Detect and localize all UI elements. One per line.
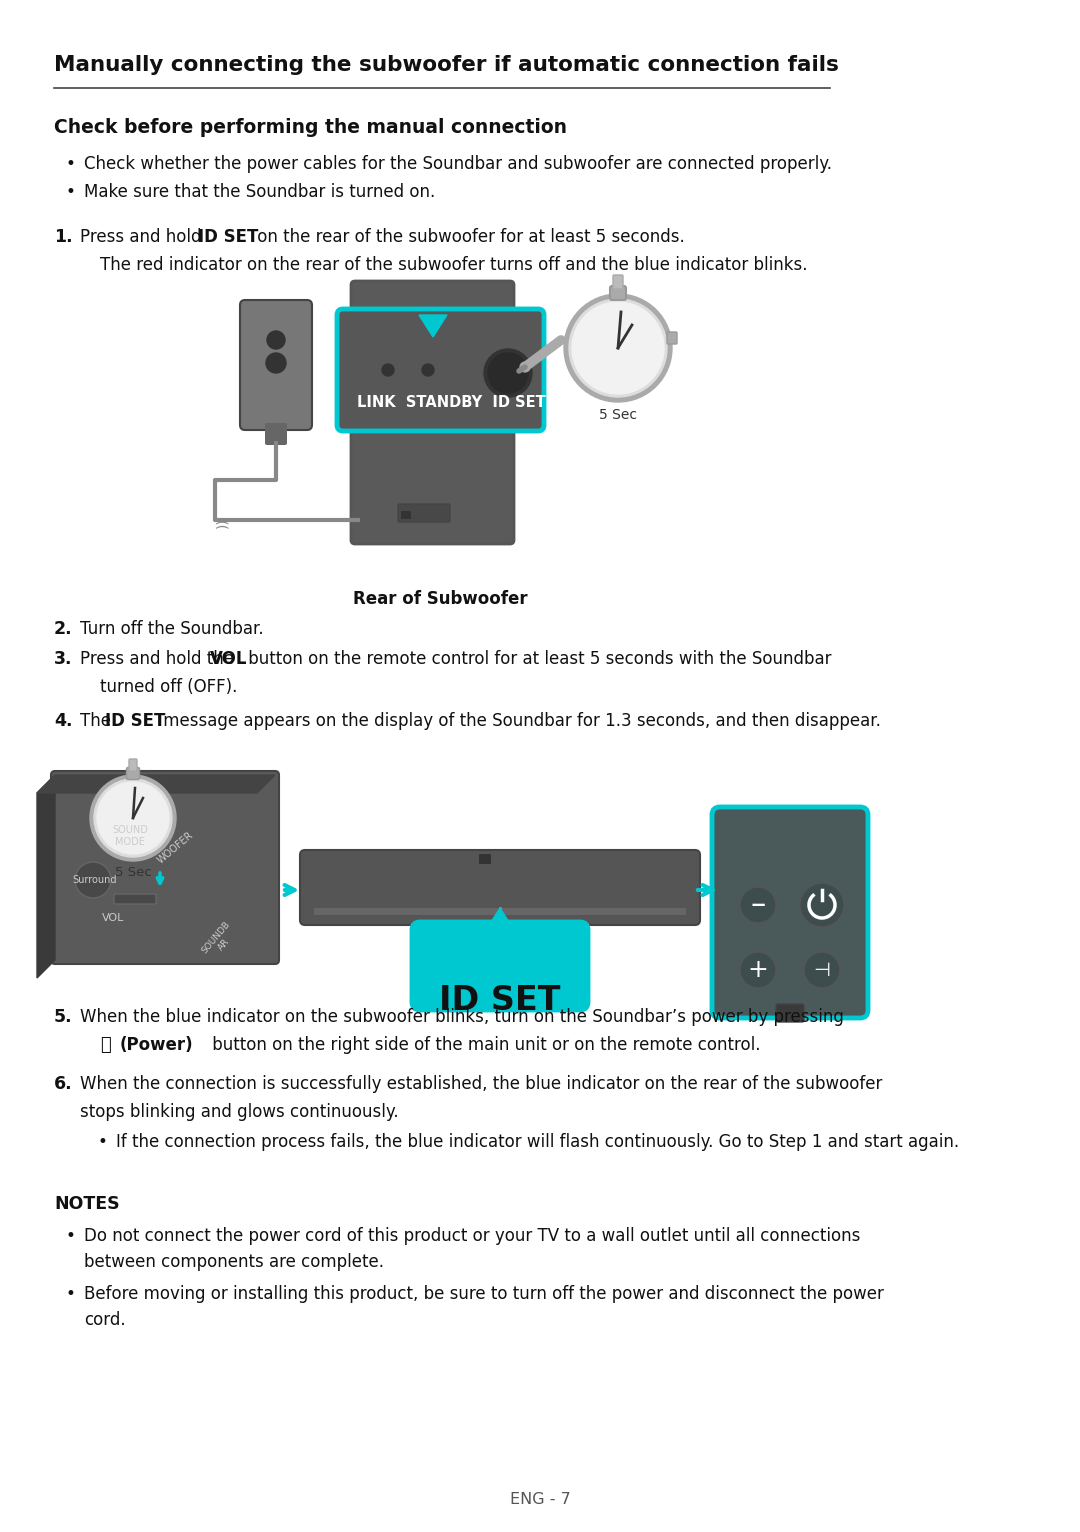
Text: stops blinking and glows continuously.: stops blinking and glows continuously. xyxy=(80,1103,399,1121)
Text: Check whether the power cables for the Soundbar and subwoofer are connected prop: Check whether the power cables for the S… xyxy=(84,155,832,173)
Polygon shape xyxy=(37,775,55,977)
Circle shape xyxy=(267,331,285,349)
Text: Press and hold: Press and hold xyxy=(80,228,206,247)
Text: 6.: 6. xyxy=(54,1075,72,1092)
FancyBboxPatch shape xyxy=(480,853,491,864)
FancyBboxPatch shape xyxy=(401,512,411,519)
Circle shape xyxy=(488,352,528,394)
FancyBboxPatch shape xyxy=(337,309,544,430)
Text: •: • xyxy=(66,1227,76,1246)
FancyBboxPatch shape xyxy=(314,908,686,915)
Text: LINK  STANDBY  ID SET: LINK STANDBY ID SET xyxy=(357,395,545,411)
FancyBboxPatch shape xyxy=(240,300,312,430)
Text: 3.: 3. xyxy=(54,650,72,668)
Circle shape xyxy=(569,299,667,397)
Circle shape xyxy=(519,362,530,372)
Circle shape xyxy=(94,778,172,856)
Text: Rear of Subwoofer: Rear of Subwoofer xyxy=(353,590,527,608)
Text: WOOFER: WOOFER xyxy=(156,830,194,866)
Text: 1.: 1. xyxy=(54,228,72,247)
Circle shape xyxy=(266,352,286,372)
Text: NOTES: NOTES xyxy=(54,1195,120,1213)
Circle shape xyxy=(484,349,532,397)
Text: 5 Sec: 5 Sec xyxy=(114,866,151,879)
FancyBboxPatch shape xyxy=(129,758,137,771)
Circle shape xyxy=(740,887,777,922)
Text: Do not connect the power cord of this product or your TV to a wall outlet until : Do not connect the power cord of this pr… xyxy=(84,1227,861,1246)
Text: turned off (OFF).: turned off (OFF). xyxy=(100,679,238,696)
Text: Make sure that the Soundbar is turned on.: Make sure that the Soundbar is turned on… xyxy=(84,182,435,201)
FancyBboxPatch shape xyxy=(114,895,156,904)
Polygon shape xyxy=(419,316,447,337)
Text: (Power): (Power) xyxy=(120,1036,193,1054)
Circle shape xyxy=(382,365,394,375)
Text: When the connection is successfully established, the blue indicator on the rear : When the connection is successfully esta… xyxy=(80,1075,882,1092)
FancyBboxPatch shape xyxy=(667,332,677,345)
FancyBboxPatch shape xyxy=(613,276,623,290)
Text: ENG - 7: ENG - 7 xyxy=(510,1492,570,1507)
Text: )): )) xyxy=(215,516,229,527)
Text: Turn off the Soundbar.: Turn off the Soundbar. xyxy=(80,620,264,637)
Circle shape xyxy=(97,781,168,853)
Text: between components are complete.: between components are complete. xyxy=(84,1253,384,1272)
Text: ID SET: ID SET xyxy=(440,984,561,1017)
Text: ⊣: ⊣ xyxy=(813,961,831,979)
Circle shape xyxy=(75,863,111,898)
FancyBboxPatch shape xyxy=(712,807,868,1017)
Text: button on the remote control for at least 5 seconds with the Soundbar: button on the remote control for at leas… xyxy=(243,650,832,668)
Circle shape xyxy=(422,365,434,375)
Text: Press and hold the: Press and hold the xyxy=(80,650,240,668)
Text: Check before performing the manual connection: Check before performing the manual conne… xyxy=(54,118,567,136)
Text: Manually connecting the subwoofer if automatic connection fails: Manually connecting the subwoofer if aut… xyxy=(54,55,839,75)
Text: ID SET: ID SET xyxy=(198,228,258,247)
FancyBboxPatch shape xyxy=(351,280,514,544)
FancyBboxPatch shape xyxy=(300,850,700,925)
Text: When the blue indicator on the subwoofer blinks, turn on the Soundbar’s power by: When the blue indicator on the subwoofer… xyxy=(80,1008,843,1026)
Text: 4.: 4. xyxy=(54,712,72,731)
Polygon shape xyxy=(486,908,514,930)
FancyBboxPatch shape xyxy=(777,1003,804,1022)
Text: SOUNDB
AR: SOUNDB AR xyxy=(200,921,240,962)
Circle shape xyxy=(572,302,664,394)
FancyBboxPatch shape xyxy=(265,423,287,444)
Circle shape xyxy=(564,294,672,401)
Circle shape xyxy=(90,775,176,861)
Text: button on the right side of the main unit or on the remote control.: button on the right side of the main uni… xyxy=(207,1036,760,1054)
FancyBboxPatch shape xyxy=(411,922,588,1010)
Text: The: The xyxy=(80,712,117,731)
Text: •: • xyxy=(66,155,76,173)
FancyBboxPatch shape xyxy=(126,768,139,780)
Polygon shape xyxy=(37,775,275,794)
Circle shape xyxy=(740,951,777,988)
Text: If the connection process fails, the blue indicator will flash continuously. Go : If the connection process fails, the blu… xyxy=(116,1134,959,1151)
Text: 5.: 5. xyxy=(54,1008,72,1026)
Circle shape xyxy=(804,951,840,988)
Text: VOL: VOL xyxy=(102,913,124,922)
Text: •: • xyxy=(66,182,76,201)
Text: The red indicator on the rear of the subwoofer turns off and the blue indicator : The red indicator on the rear of the sub… xyxy=(100,256,808,274)
Text: 5 Sec: 5 Sec xyxy=(599,408,637,421)
Text: ⏻: ⏻ xyxy=(100,1036,111,1054)
Text: •: • xyxy=(98,1134,108,1151)
FancyBboxPatch shape xyxy=(399,504,450,522)
Text: cord.: cord. xyxy=(84,1311,125,1328)
FancyBboxPatch shape xyxy=(610,286,626,300)
Text: +: + xyxy=(747,958,769,982)
Text: on the rear of the subwoofer for at least 5 seconds.: on the rear of the subwoofer for at leas… xyxy=(252,228,685,247)
Text: Surround: Surround xyxy=(72,875,118,885)
Text: ID SET: ID SET xyxy=(105,712,165,731)
Text: SOUND
MODE: SOUND MODE xyxy=(112,826,148,847)
FancyBboxPatch shape xyxy=(51,771,279,964)
Text: –: – xyxy=(751,890,766,919)
Text: Before moving or installing this product, be sure to turn off the power and disc: Before moving or installing this product… xyxy=(84,1285,883,1304)
Text: •: • xyxy=(66,1285,76,1304)
Text: message appears on the display of the Soundbar for 1.3 seconds, and then disappe: message appears on the display of the So… xyxy=(158,712,881,731)
Text: 2.: 2. xyxy=(54,620,72,637)
Text: VOL: VOL xyxy=(210,650,247,668)
Circle shape xyxy=(800,882,843,927)
